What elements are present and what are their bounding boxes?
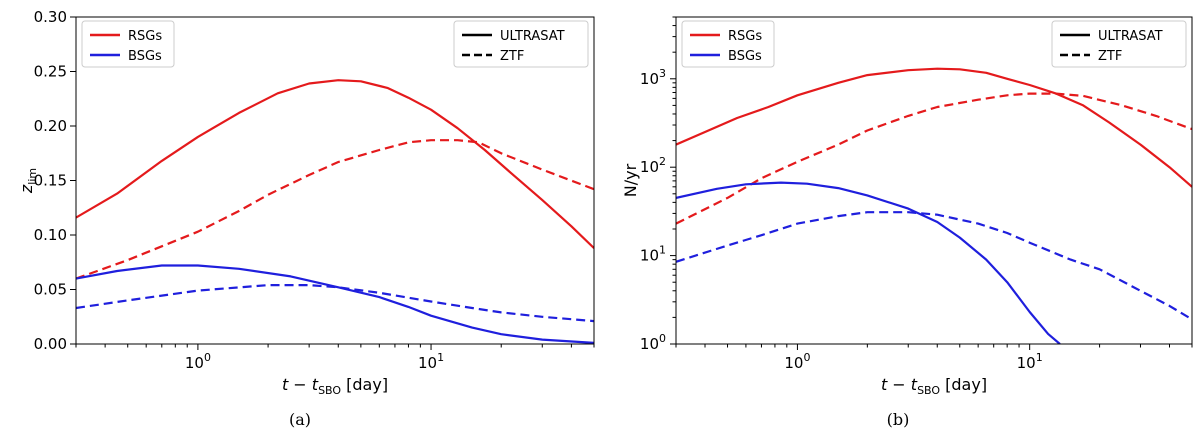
y-tick-label: 0.05 <box>34 281 67 299</box>
series-line-bsgs-ztf <box>76 284 594 323</box>
legend-label-ultrasat: ULTRASAT <box>1098 29 1163 44</box>
y-tick-label: 102 <box>640 155 666 176</box>
x-tick-label: 100 <box>185 351 211 372</box>
legend-species: RSGs BSGs <box>81 20 175 68</box>
series-line-rsgs-ztf <box>676 92 1192 225</box>
plot-area <box>676 67 1192 344</box>
panel-caption: (b) <box>887 410 910 429</box>
y-axis-label: zlim <box>17 168 39 194</box>
legend-label-ultrasat: ULTRASAT <box>500 29 565 44</box>
y-tick-label: 0.30 <box>34 8 67 26</box>
legend-label-bsgs: BSGs <box>728 49 762 64</box>
x-axis-label: t − tSBO [day] <box>282 375 388 397</box>
x-tick-label: 100 <box>784 351 810 372</box>
y-tick-label: 100 <box>640 332 666 353</box>
y-tick-label: 101 <box>640 244 666 265</box>
legend-instrument: ULTRASAT ZTF <box>453 20 589 68</box>
y-tick-label: 0.25 <box>34 63 67 81</box>
series-line-rsgs-ultrasat <box>76 79 594 249</box>
legend-label-bsgs: BSGs <box>128 49 162 64</box>
legend-label-ztf: ZTF <box>500 49 524 64</box>
legend-label-rsgs: RSGs <box>728 29 762 44</box>
y-tick-label: 0.00 <box>34 335 67 353</box>
x-tick-label: 101 <box>1017 351 1043 372</box>
x-tick-label: 101 <box>418 351 444 372</box>
legend-instrument: ULTRASAT ZTF <box>1051 20 1187 68</box>
x-axis-label: t − tSBO [day] <box>881 375 987 397</box>
series-line-bsgs-ultrasat <box>76 264 594 344</box>
plot-area <box>76 79 594 344</box>
series-line-bsgs-ultrasat <box>676 181 1061 344</box>
y-tick-label: 0.20 <box>34 117 67 135</box>
legend-label-ztf: ZTF <box>1098 49 1122 64</box>
chart-panel-a: 100 101 0.00 0.05 0.10 0.15 0.20 0.25 0.30 t − tS… <box>17 8 595 429</box>
series-line-bsgs-ztf <box>676 211 1192 321</box>
y-tick-label: 103 <box>640 67 666 88</box>
series-line-rsgs-ztf <box>76 139 594 280</box>
legend-label-rsgs: RSGs <box>128 29 162 44</box>
panel-caption: (a) <box>289 410 311 429</box>
y-axis-label: N/yr <box>621 163 640 197</box>
legend-species: RSGs BSGs <box>681 20 775 68</box>
y-tick-label: 0.10 <box>34 226 67 244</box>
y-tick-label: 0.15 <box>34 172 67 190</box>
series-line-rsgs-ultrasat <box>676 67 1192 188</box>
chart-panel-b: 100 101 100 101 102 103 t − tSBO [day] N/yr RSGs… <box>621 16 1193 429</box>
